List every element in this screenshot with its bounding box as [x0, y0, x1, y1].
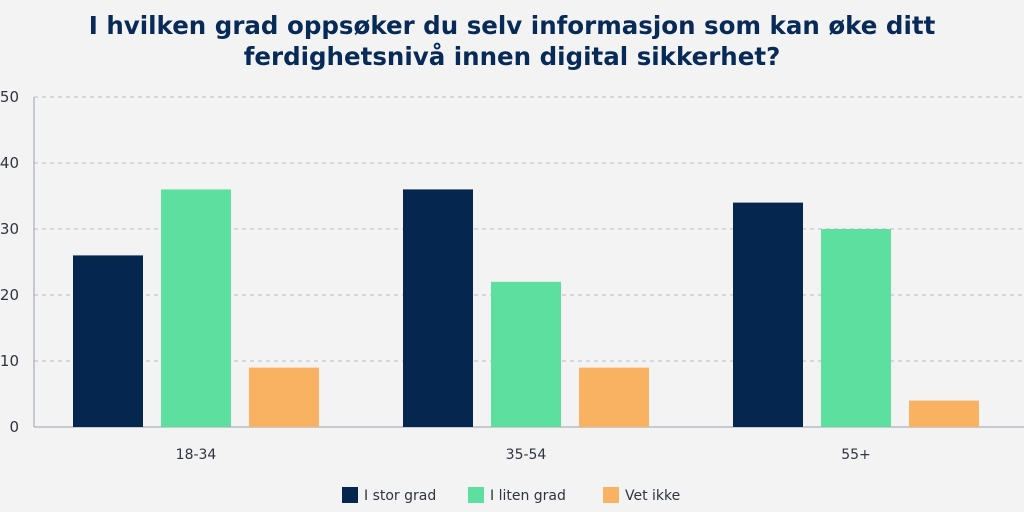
y-tick-label-30: 30 — [0, 220, 19, 238]
bar-55+-i-stor-grad — [733, 202, 803, 427]
bar-18-34-i-liten-grad — [161, 189, 231, 427]
chart-title-line-2: ferdighetsnivå innen digital sikkerhet? — [243, 42, 781, 71]
x-tick-label-18-34: 18-34 — [176, 447, 217, 463]
x-tick-label-35-54: 35-54 — [506, 447, 547, 463]
legend-label-2: Vet ikke — [625, 488, 680, 504]
chart-title-line-1: I hvilken grad oppsøker du selv informas… — [88, 11, 936, 40]
y-tick-label-40: 40 — [0, 154, 19, 172]
y-tick-label-10: 10 — [0, 352, 19, 370]
legend-label-0: I stor grad — [364, 488, 436, 504]
bar-35-54-i-liten-grad — [491, 281, 561, 427]
bar-18-34-vet-ikke — [249, 367, 319, 427]
legend-swatch-2 — [603, 487, 619, 503]
bar-35-54-i-stor-grad — [403, 189, 473, 427]
legend-swatch-1 — [468, 487, 484, 503]
legend-label-1: I liten grad — [490, 488, 566, 504]
bar-18-34-i-stor-grad — [73, 255, 143, 427]
chart-title: I hvilken grad oppsøker du selv informas… — [0, 10, 1024, 72]
bar-55+-i-liten-grad — [821, 229, 891, 427]
bar-55+-vet-ikke — [909, 400, 979, 427]
bar-35-54-vet-ikke — [579, 367, 649, 427]
y-tick-label-20: 20 — [0, 286, 19, 304]
y-tick-label-50: 50 — [0, 88, 19, 106]
x-tick-label-55+: 55+ — [841, 447, 871, 463]
y-tick-label-0: 0 — [9, 418, 19, 436]
legend-swatch-0 — [342, 487, 358, 503]
